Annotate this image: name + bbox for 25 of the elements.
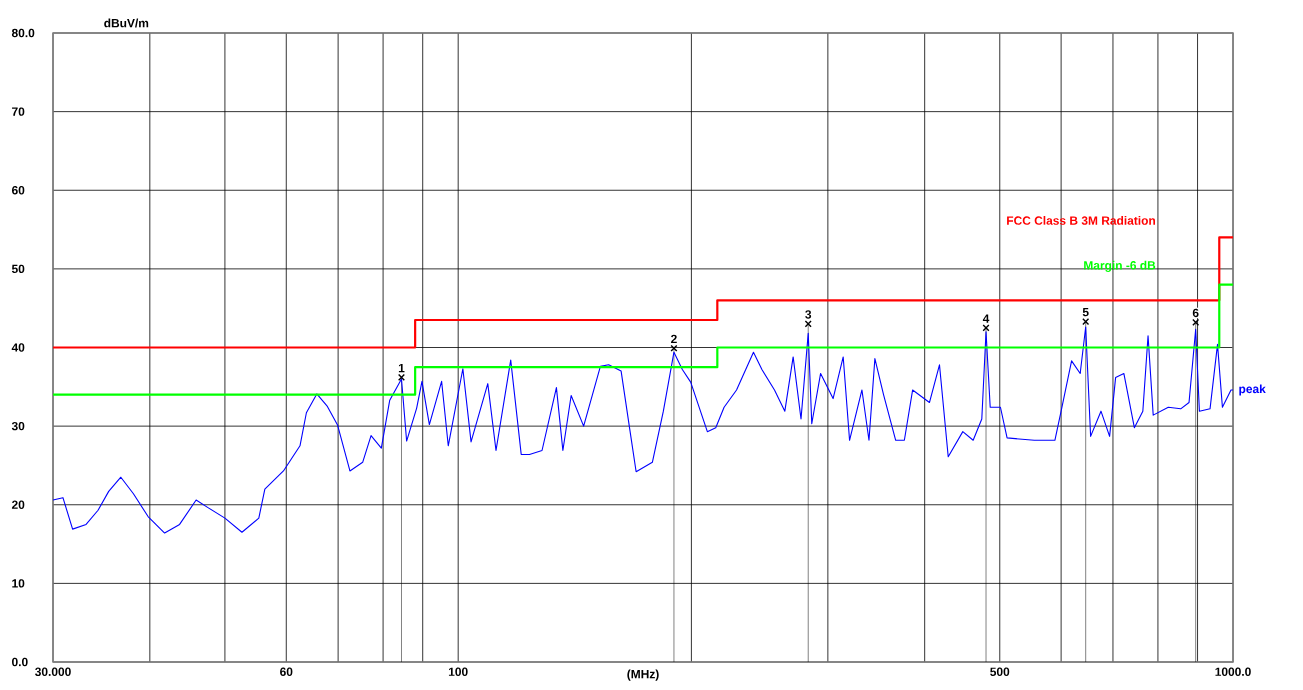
annotation: 6 bbox=[1192, 308, 1199, 318]
text: FCC Class B 3M Radiation bbox=[1007, 216, 1155, 225]
y-tick-label: 20 bbox=[11, 500, 25, 509]
y-tick-label: 30 bbox=[11, 421, 25, 431]
y-tick-label: 80.0 bbox=[11, 28, 35, 38]
x-axis-title: (MHz) bbox=[627, 669, 659, 681]
x-tick-label: 60 bbox=[280, 667, 293, 676]
y-tick-label: 70 bbox=[12, 107, 25, 116]
y-axis-title: dBuV/m bbox=[104, 18, 149, 28]
x-tick-label: 500 bbox=[990, 667, 1010, 676]
y-tick-label: 60 bbox=[11, 186, 25, 195]
y-tick-label: 10 bbox=[12, 579, 25, 588]
x-tick-label: 100 bbox=[448, 667, 468, 676]
y-tick-label: 40 bbox=[11, 343, 25, 352]
annotation: 5 bbox=[1082, 308, 1089, 317]
x-tick-label: 30.000 bbox=[35, 667, 71, 677]
y-tick-label: 0.0 bbox=[12, 657, 28, 667]
annotation: 2 bbox=[671, 334, 677, 344]
annotation: 4 bbox=[982, 314, 990, 323]
x-tick-label: 1000.0 bbox=[1215, 667, 1251, 676]
annotation: 1 bbox=[398, 363, 405, 373]
annotation: 3 bbox=[805, 310, 812, 319]
text: Margin -6 dB bbox=[1084, 260, 1156, 272]
series-label: peak bbox=[1239, 384, 1266, 396]
y-tick-label: 50 bbox=[11, 264, 25, 274]
